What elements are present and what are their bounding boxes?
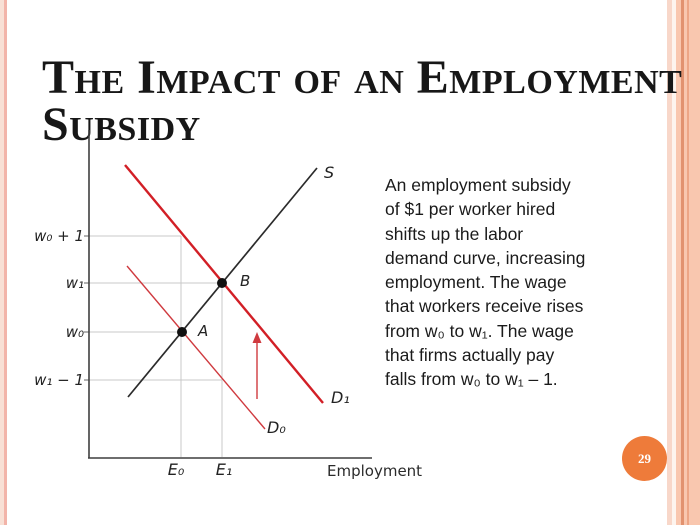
x-axis-title: Employment: [327, 462, 423, 480]
x-label-e1: E₁: [215, 460, 233, 479]
right-border-thin-stripe: [667, 0, 672, 525]
shift-up-arrow: [252, 332, 262, 399]
left-border-outer-stripe: [0, 0, 4, 525]
demand-d1-label: D₁: [331, 388, 350, 407]
slide-title-line-1: The Impact of an Employment: [42, 51, 683, 105]
y-label-w0-plus-1: w₀ + 1: [34, 227, 84, 245]
description-line: demand curve, increasing: [385, 247, 586, 268]
y-label-w1-minus-1: w₁ − 1: [34, 371, 84, 389]
description-line: shifts up the labor: [385, 223, 524, 244]
description-text: An employment subsidy of $1 per worker h…: [385, 173, 670, 392]
page-number: 29: [638, 450, 651, 466]
slide-title: The Impact of an Employment Subsidy: [42, 51, 683, 152]
description-line: employment. The wage: [385, 272, 567, 293]
description-line: that firms actually pay: [385, 345, 555, 366]
left-border-inner-stripe: [4, 0, 7, 525]
demand-curve-d0: [126, 265, 266, 430]
right-border-light-line: [687, 0, 689, 525]
right-border-dark-line: [681, 0, 684, 525]
demand-d0-label: D₀: [267, 418, 286, 437]
y-label-w0: w₀: [65, 323, 84, 341]
description-line: from w₀ to w₁. The wage: [385, 320, 574, 341]
description-line: of $1 per worker hired: [385, 199, 556, 220]
description-line: that workers receive rises: [385, 296, 584, 317]
shift-up-arrow-head: [252, 332, 262, 343]
point-a-dot: [177, 327, 187, 337]
description-line: An employment subsidy: [385, 175, 571, 195]
supply-curve-label: S: [324, 163, 335, 182]
y-axis-ticks: [84, 235, 89, 381]
point-b-dot: [217, 278, 227, 288]
slide-title-line-2: Subsidy: [42, 98, 201, 152]
right-border-gap-stripe: [672, 0, 676, 525]
y-label-w1: w₁: [65, 274, 84, 292]
page-number-badge: 29: [622, 436, 667, 481]
point-b-label: B: [240, 272, 251, 290]
guide-lines: [89, 235, 223, 457]
x-label-e0: E₀: [167, 460, 185, 479]
description-line: falls from w₀ to w₁ – 1.: [385, 369, 558, 390]
point-a-label: A: [198, 322, 209, 340]
